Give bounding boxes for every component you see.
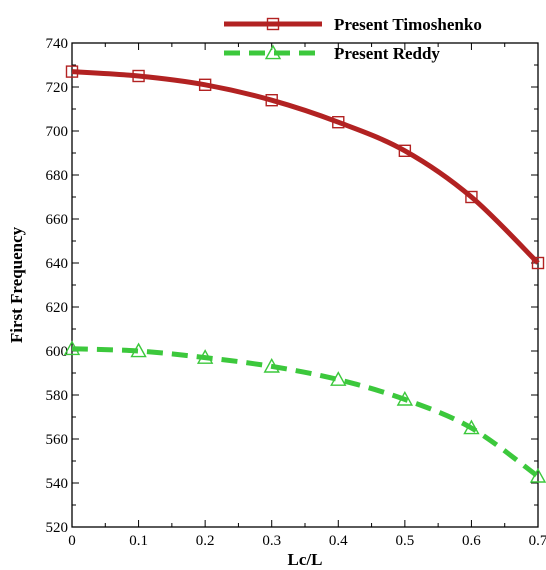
y-tick-label: 700 <box>46 124 69 140</box>
x-tick-label: 0.7 <box>529 533 546 549</box>
y-tick-label: 540 <box>46 476 69 492</box>
data-point <box>531 256 545 270</box>
x-axis-ticks: 0 0.1 0.2 0.3 0.4 0.5 0.6 0.7 <box>68 43 546 549</box>
x-tick-label: 0.1 <box>129 533 148 549</box>
series-layer <box>63 65 546 483</box>
y-tick-label: 740 <box>46 36 69 52</box>
data-point <box>196 349 214 364</box>
data-point <box>132 69 145 83</box>
plot-border <box>71 42 539 528</box>
y-tick-label: 640 <box>46 256 69 272</box>
y-tick-label: 580 <box>46 388 69 404</box>
y-tick-label: 620 <box>46 300 69 316</box>
x-tick-label: 0.2 <box>196 533 215 549</box>
y-axis-ticks: 520 540 560 580 600 620 640 660 680 700 720 740 <box>46 36 538 536</box>
data-point <box>130 342 147 358</box>
data-point <box>529 467 546 483</box>
data-point <box>330 371 347 386</box>
series-line <box>71 69 540 265</box>
x-axis-title: Lc/L <box>288 550 323 569</box>
x-tick-label: 0.6 <box>462 533 481 549</box>
y-axis-title: First Frequency <box>7 226 26 343</box>
y-tick-label: 520 <box>46 520 69 536</box>
y-tick-label: 660 <box>46 212 69 228</box>
legend: Present Timoshenko Present Reddy <box>224 15 482 63</box>
plot-frame <box>71 42 539 528</box>
data-point <box>198 78 212 92</box>
data-point <box>396 390 414 406</box>
y-tick-label: 600 <box>46 344 69 360</box>
x-tick-label: 0.5 <box>395 533 414 549</box>
legend-marker <box>264 44 282 60</box>
x-tick-label: 0 <box>68 533 76 549</box>
x-tick-label: 0.3 <box>262 533 281 549</box>
data-point <box>65 65 79 78</box>
legend-label: Present Reddy <box>334 44 440 63</box>
y-tick-label: 720 <box>46 80 69 96</box>
data-point <box>463 419 480 435</box>
series-timoshenko <box>65 65 545 270</box>
data-point <box>398 144 412 158</box>
data-point <box>63 340 81 356</box>
y-tick-label: 680 <box>46 168 69 184</box>
x-tick-label: 0.4 <box>329 533 348 549</box>
legend-label: Present Timoshenko <box>334 15 482 34</box>
data-point <box>263 357 280 373</box>
data-point <box>332 115 345 129</box>
series-line <box>71 346 540 479</box>
data-point <box>465 190 478 204</box>
series-reddy <box>63 340 546 483</box>
data-point <box>265 93 278 107</box>
legend-marker <box>266 17 280 31</box>
y-tick-label: 560 <box>46 432 69 448</box>
